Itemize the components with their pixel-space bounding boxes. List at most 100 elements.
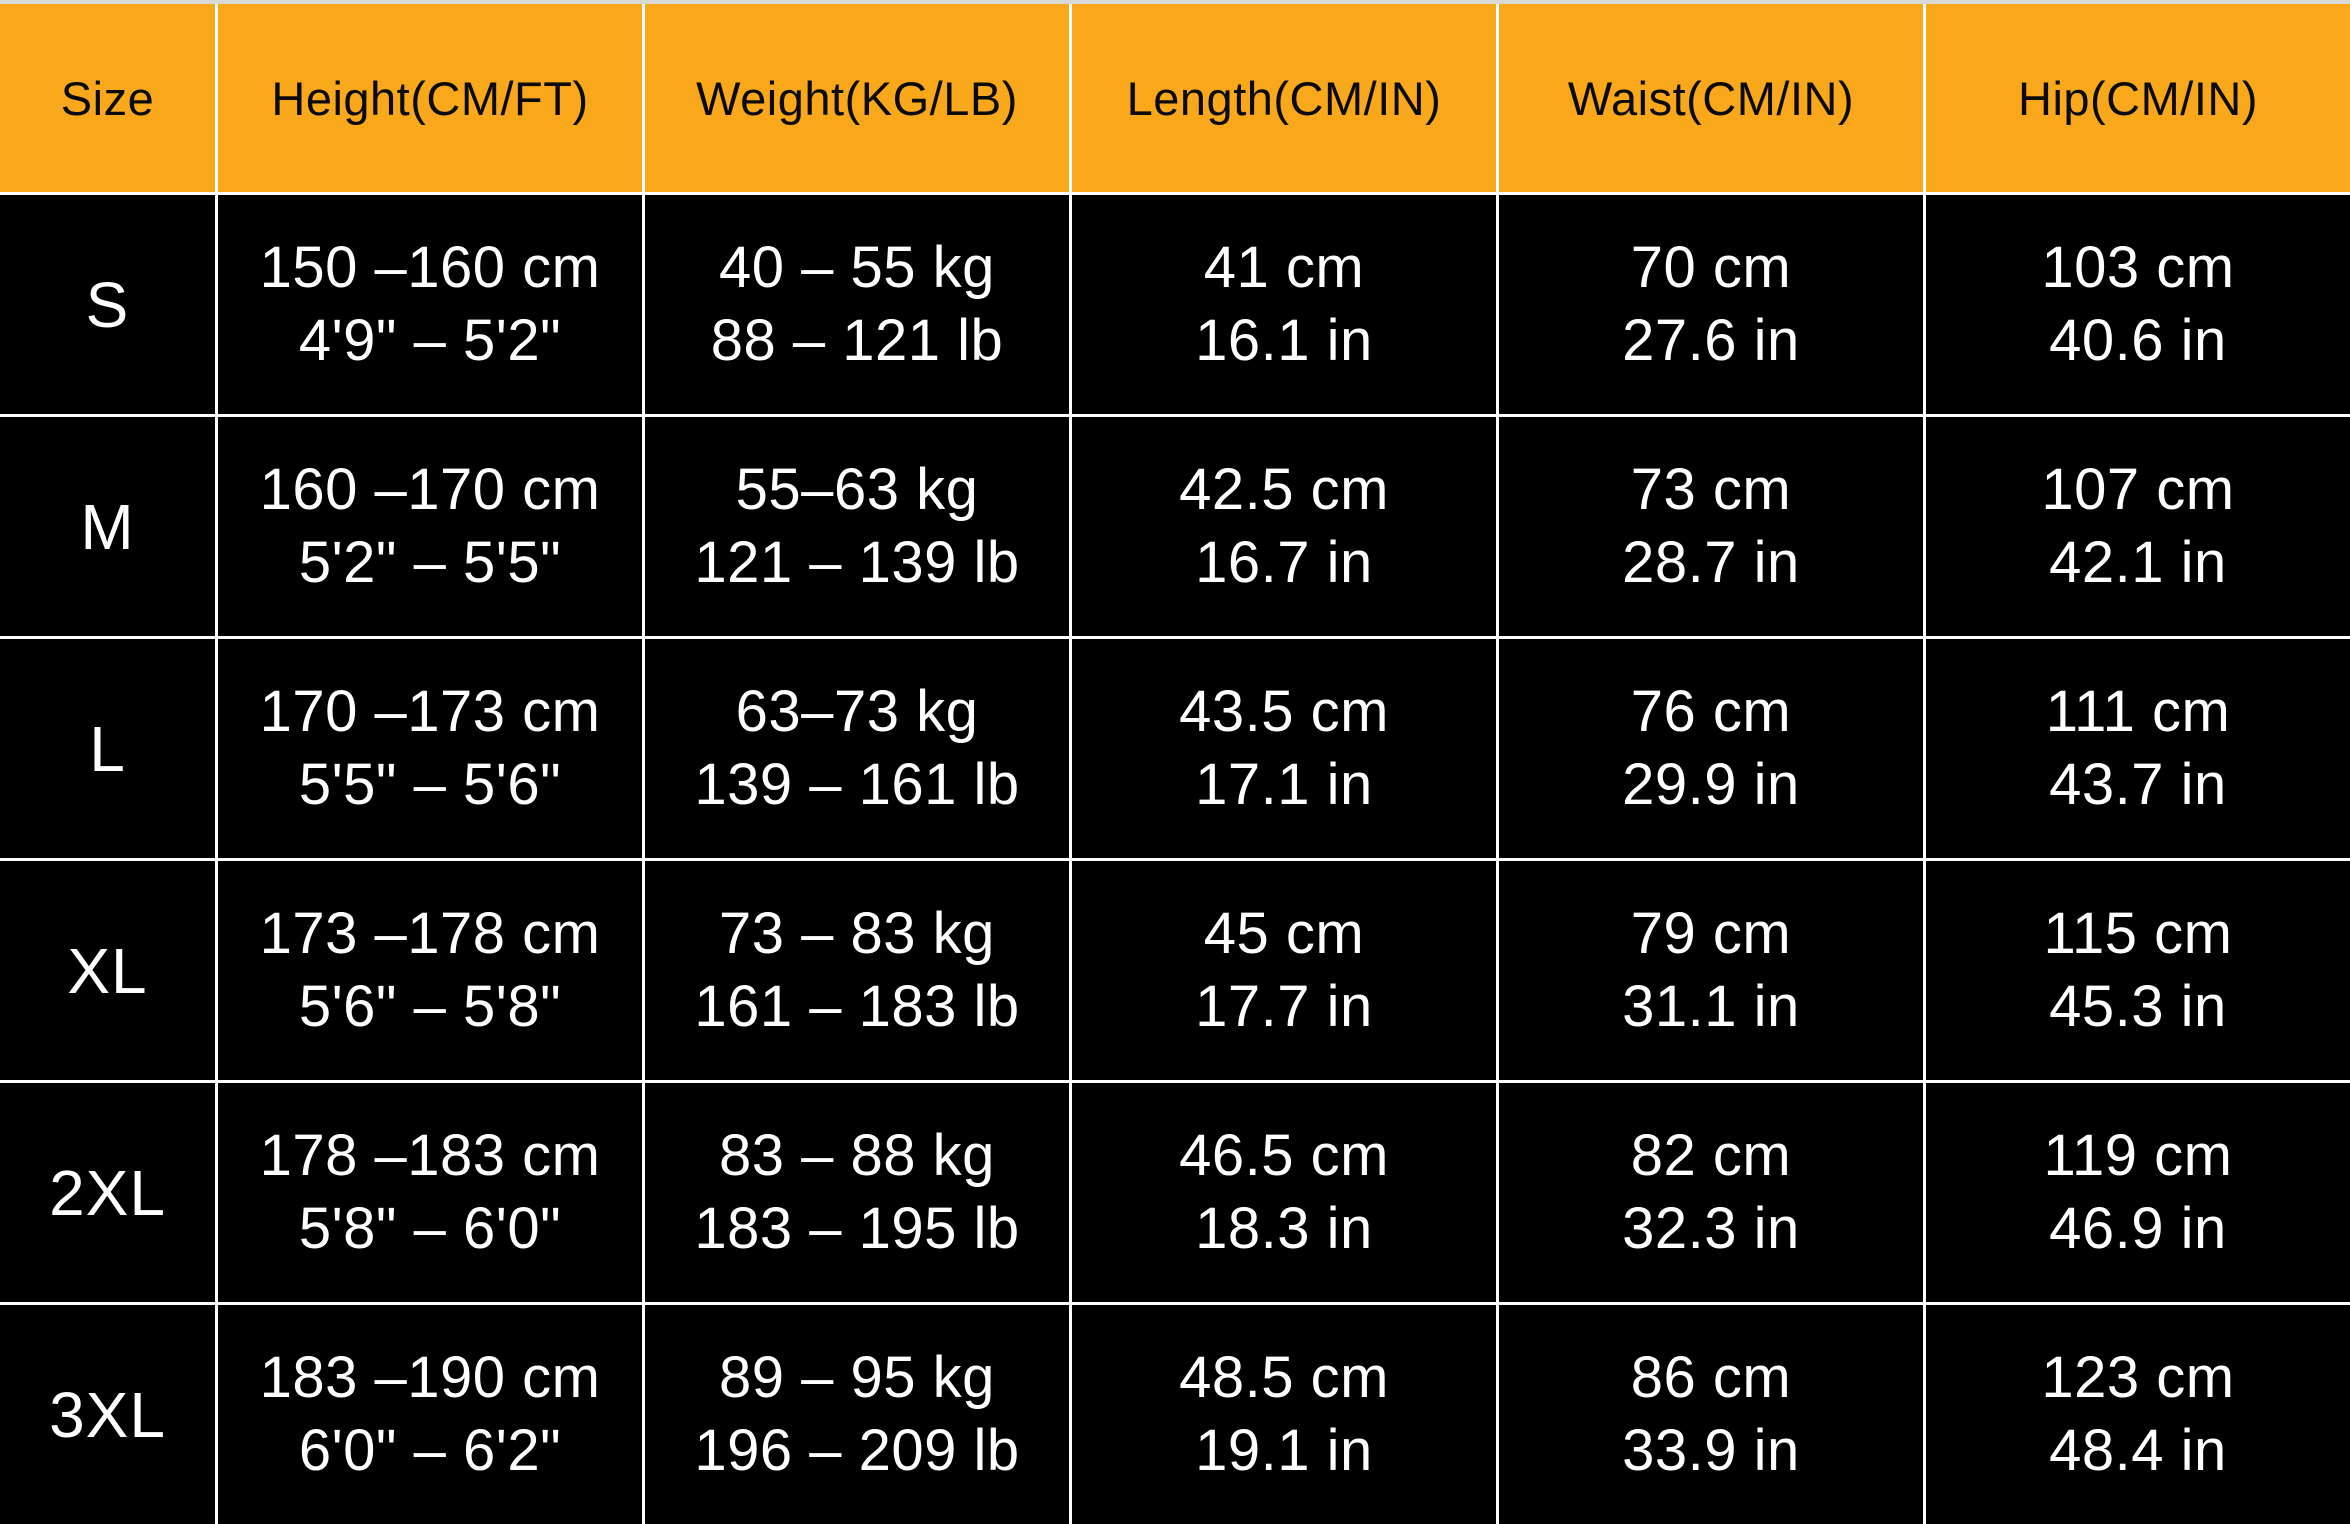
cell-3xl-hip: 123 cm 48.4 in — [1926, 1305, 2350, 1524]
cell-line: 42.1 in — [2049, 529, 2227, 595]
cell-3xl-height: 183 –190 cm 6'0" – 6'2" — [218, 1305, 642, 1524]
cell-line: 160 –170 cm — [259, 457, 601, 522]
cell-3xl-weight: 89 – 95 kg 196 – 209 lb — [645, 1305, 1069, 1524]
cell-line: 73 cm — [1630, 457, 1792, 522]
cell-line: 40.6 in — [2049, 307, 2227, 373]
size-label-m: M — [0, 417, 215, 636]
cell-s-hip: 103 cm 40.6 in — [1926, 195, 2350, 414]
cell-xl-waist: 79 cm 31.1 in — [1499, 861, 1923, 1080]
cell-line: 29.9 in — [1622, 751, 1800, 817]
size-label-l: L — [0, 639, 215, 858]
cell-xl-height: 173 –178 cm 5'6" – 5'8" — [218, 861, 642, 1080]
cell-line: 31.1 in — [1622, 973, 1800, 1039]
cell-line: 4'9" – 5'2" — [298, 307, 562, 373]
cell-line: 16.7 in — [1195, 529, 1373, 595]
cell-xl-weight: 73 – 83 kg 161 – 183 lb — [645, 861, 1069, 1080]
cell-line: 63–73 kg — [735, 679, 979, 744]
cell-l-hip: 111 cm 43.7 in — [1926, 639, 2350, 858]
cell-line: 79 cm — [1630, 901, 1792, 966]
size-chart-table: Size Height(CM/FT) Weight(KG/LB) Length(… — [0, 4, 2350, 1524]
cell-xl-length: 45 cm 17.7 in — [1072, 861, 1496, 1080]
cell-line: 45 cm — [1203, 901, 1365, 966]
cell-line: 82 cm — [1630, 1123, 1792, 1188]
column-header-hip: Hip(CM/IN) — [1926, 4, 2350, 192]
column-header-waist: Waist(CM/IN) — [1499, 4, 1923, 192]
cell-line: 196 – 209 lb — [694, 1417, 1020, 1483]
cell-line: 5'5" – 5'6" — [298, 751, 562, 817]
cell-l-waist: 76 cm 29.9 in — [1499, 639, 1923, 858]
top-edge-strip — [0, 0, 2350, 4]
cell-line: 70 cm — [1630, 235, 1792, 300]
cell-line: 40 – 55 kg — [719, 235, 995, 300]
cell-2xl-length: 46.5 cm 18.3 in — [1072, 1083, 1496, 1302]
cell-3xl-length: 48.5 cm 19.1 in — [1072, 1305, 1496, 1524]
cell-2xl-weight: 83 – 88 kg 183 – 195 lb — [645, 1083, 1069, 1302]
cell-l-weight: 63–73 kg 139 – 161 lb — [645, 639, 1069, 858]
cell-2xl-hip: 119 cm 46.9 in — [1926, 1083, 2350, 1302]
cell-line: 43.5 cm — [1179, 679, 1389, 744]
cell-m-length: 42.5 cm 16.7 in — [1072, 417, 1496, 636]
cell-line: 5'8" – 6'0" — [298, 1195, 562, 1261]
cell-line: 73 – 83 kg — [719, 901, 995, 966]
cell-line: 46.5 cm — [1179, 1123, 1389, 1188]
cell-s-waist: 70 cm 27.6 in — [1499, 195, 1923, 414]
cell-line: 45.3 in — [2049, 973, 2227, 1039]
cell-m-height: 160 –170 cm 5'2" – 5'5" — [218, 417, 642, 636]
cell-s-weight: 40 – 55 kg 88 – 121 lb — [645, 195, 1069, 414]
cell-line: 5'2" – 5'5" — [298, 529, 562, 595]
cell-line: 111 cm — [2045, 679, 2231, 744]
cell-line: 183 –190 cm — [259, 1345, 601, 1410]
cell-line: 161 – 183 lb — [694, 973, 1020, 1039]
cell-m-weight: 55–63 kg 121 – 139 lb — [645, 417, 1069, 636]
cell-line: 27.6 in — [1622, 307, 1800, 373]
cell-line: 183 – 195 lb — [694, 1195, 1020, 1261]
cell-line: 107 cm — [2041, 457, 2235, 522]
cell-line: 150 –160 cm — [259, 235, 601, 300]
cell-m-hip: 107 cm 42.1 in — [1926, 417, 2350, 636]
cell-line: 41 cm — [1203, 235, 1365, 300]
cell-line: 123 cm — [2041, 1345, 2235, 1410]
cell-line: 19.1 in — [1195, 1417, 1373, 1483]
cell-line: 86 cm — [1630, 1345, 1792, 1410]
cell-line: 28.7 in — [1622, 529, 1800, 595]
cell-line: 43.7 in — [2049, 751, 2227, 817]
cell-line: 121 – 139 lb — [694, 529, 1020, 595]
cell-3xl-waist: 86 cm 33.9 in — [1499, 1305, 1923, 1524]
cell-line: 170 –173 cm — [259, 679, 601, 744]
column-header-height: Height(CM/FT) — [218, 4, 642, 192]
cell-line: 17.1 in — [1195, 751, 1373, 817]
cell-line: 173 –178 cm — [259, 901, 601, 966]
column-header-length: Length(CM/IN) — [1072, 4, 1496, 192]
cell-line: 119 cm — [2043, 1123, 2233, 1188]
cell-line: 83 – 88 kg — [719, 1123, 995, 1188]
cell-s-height: 150 –160 cm 4'9" – 5'2" — [218, 195, 642, 414]
cell-line: 88 – 121 lb — [710, 307, 1004, 373]
cell-line: 178 –183 cm — [259, 1123, 601, 1188]
cell-line: 46.9 in — [2049, 1195, 2227, 1261]
cell-line: 42.5 cm — [1179, 457, 1389, 522]
cell-s-length: 41 cm 16.1 in — [1072, 195, 1496, 414]
cell-line: 18.3 in — [1195, 1195, 1373, 1261]
cell-2xl-waist: 82 cm 32.3 in — [1499, 1083, 1923, 1302]
cell-line: 55–63 kg — [735, 457, 979, 522]
size-label-xl: XL — [0, 861, 215, 1080]
size-label-s: S — [0, 195, 215, 414]
cell-m-waist: 73 cm 28.7 in — [1499, 417, 1923, 636]
cell-line: 48.4 in — [2049, 1417, 2227, 1483]
cell-line: 17.7 in — [1195, 973, 1373, 1039]
cell-2xl-height: 178 –183 cm 5'8" – 6'0" — [218, 1083, 642, 1302]
cell-line: 139 – 161 lb — [694, 751, 1020, 817]
cell-line: 6'0" – 6'2" — [298, 1417, 562, 1483]
size-label-3xl: 3XL — [0, 1305, 215, 1524]
column-header-size: Size — [0, 4, 215, 192]
cell-line: 48.5 cm — [1179, 1345, 1389, 1410]
cell-line: 32.3 in — [1622, 1195, 1800, 1261]
cell-line: 115 cm — [2043, 901, 2233, 966]
cell-line: 33.9 in — [1622, 1417, 1800, 1483]
cell-l-height: 170 –173 cm 5'5" – 5'6" — [218, 639, 642, 858]
size-label-2xl: 2XL — [0, 1083, 215, 1302]
cell-line: 103 cm — [2041, 235, 2235, 300]
cell-line: 5'6" – 5'8" — [298, 973, 562, 1039]
cell-xl-hip: 115 cm 45.3 in — [1926, 861, 2350, 1080]
column-header-weight: Weight(KG/LB) — [645, 4, 1069, 192]
